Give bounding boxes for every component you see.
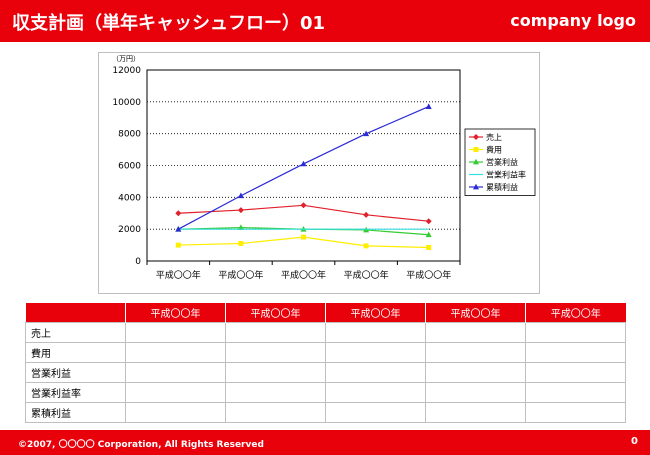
table-cell: [425, 382, 526, 403]
data-point: [301, 234, 306, 240]
table-row: 売上: [25, 322, 626, 343]
legend-label: 営業利益: [486, 157, 518, 167]
table-cell: [325, 362, 426, 383]
table-cell: [125, 382, 226, 403]
legend-marker: [473, 158, 479, 165]
legend-label: 費用: [486, 145, 502, 155]
table-cell: [225, 342, 326, 363]
page-title: 収支計画（単年キャッシュフロー）01: [12, 13, 326, 34]
x-tick-label: 平成〇〇年: [218, 269, 263, 281]
header-bar: 収支計画（単年キャッシュフロー）01 company logo: [0, 0, 650, 42]
table-cell: [325, 382, 426, 403]
data-table: 平成〇〇年 平成〇〇年 平成〇〇年 平成〇〇年 平成〇〇年 売上 費用 営業利益: [25, 303, 626, 423]
y-tick-label: 8000: [118, 130, 141, 140]
y-unit-label: （万円）: [112, 55, 140, 63]
data-point: [237, 192, 244, 199]
data-point: [425, 231, 432, 238]
table-row: 費用: [25, 342, 626, 363]
table-cell: [525, 322, 626, 343]
data-point: [363, 130, 370, 137]
legend-label: 売上: [486, 132, 502, 142]
table-cell: [225, 382, 326, 403]
table-cell: [225, 322, 326, 343]
data-point: [363, 243, 369, 249]
table-cell: [425, 322, 526, 343]
data-point: [300, 160, 307, 167]
y-tick-label: 4000: [118, 193, 141, 203]
table-header-cell: 平成〇〇年: [425, 303, 526, 323]
data-point: [363, 211, 370, 218]
data-point: [175, 210, 182, 217]
table-cell: [325, 402, 426, 423]
legend-marker: [473, 183, 479, 190]
table-row: 営業利益: [25, 362, 626, 383]
table-cell: [225, 402, 326, 423]
table-header-cell: 平成〇〇年: [225, 303, 326, 323]
plot-area: [146, 69, 461, 262]
table-cell: [225, 362, 326, 383]
legend-marker: [473, 134, 479, 140]
data-point: [238, 240, 244, 246]
table-cell: [125, 402, 226, 423]
table-cell: [125, 322, 226, 343]
table-header-row: 平成〇〇年 平成〇〇年 平成〇〇年 平成〇〇年 平成〇〇年: [25, 303, 626, 323]
table-row: 営業利益率: [25, 382, 626, 403]
table-cell: [425, 342, 526, 363]
x-tick-label: 平成〇〇年: [281, 269, 326, 281]
line-chart: （万円） 0 2000 4000 6000 8000 10000 12000 平成〇〇年 平成〇〇…: [112, 55, 536, 281]
data-point: [237, 207, 244, 214]
table-cell: [325, 342, 426, 363]
legend-label: 営業利益率: [486, 170, 526, 180]
page-number: 0: [631, 436, 638, 447]
row-label: 営業利益: [25, 362, 126, 383]
x-tick-label: 平成〇〇年: [344, 269, 389, 281]
footer-bar: ©2007, 〇〇〇〇 Corporation, All Rights Rese…: [0, 430, 650, 455]
table-cell: [525, 402, 626, 423]
table-header-cell: 平成〇〇年: [525, 303, 626, 323]
row-label: 費用: [25, 342, 126, 363]
data-point: [175, 242, 181, 248]
data-point: [300, 202, 307, 209]
table-row: 累積利益: [25, 402, 626, 423]
row-label: 累積利益: [25, 402, 126, 423]
y-tick-label: 0: [135, 257, 141, 267]
table-cell: [525, 342, 626, 363]
data-point: [425, 218, 432, 225]
company-logo: company logo: [510, 11, 636, 30]
y-tick-label: 10000: [112, 98, 141, 108]
legend-label: 累積利益: [486, 182, 518, 192]
legend-marker: [473, 147, 479, 152]
table-cell: [125, 342, 226, 363]
y-tick-label: 6000: [118, 162, 141, 172]
table-header-cell: 平成〇〇年: [325, 303, 426, 323]
row-label: 営業利益率: [25, 382, 126, 403]
y-tick-label: 12000: [112, 66, 141, 76]
table-header-cell: 平成〇〇年: [125, 303, 226, 323]
data-point: [175, 225, 182, 232]
table-cell: [325, 322, 426, 343]
copyright-text: ©2007, 〇〇〇〇 Corporation, All Rights Rese…: [18, 440, 264, 450]
table-header-cell: [25, 303, 126, 323]
row-label: 売上: [25, 322, 126, 343]
table-cell: [425, 402, 526, 423]
data-point: [425, 103, 432, 110]
table-cell: [525, 362, 626, 383]
table-cell: [525, 382, 626, 403]
x-tick-label: 平成〇〇年: [156, 269, 201, 281]
y-tick-label: 2000: [118, 225, 141, 235]
x-tick-label: 平成〇〇年: [406, 269, 451, 281]
legend-box: [464, 128, 536, 196]
data-point: [426, 244, 432, 250]
table-cell: [425, 362, 526, 383]
table-cell: [125, 362, 226, 383]
